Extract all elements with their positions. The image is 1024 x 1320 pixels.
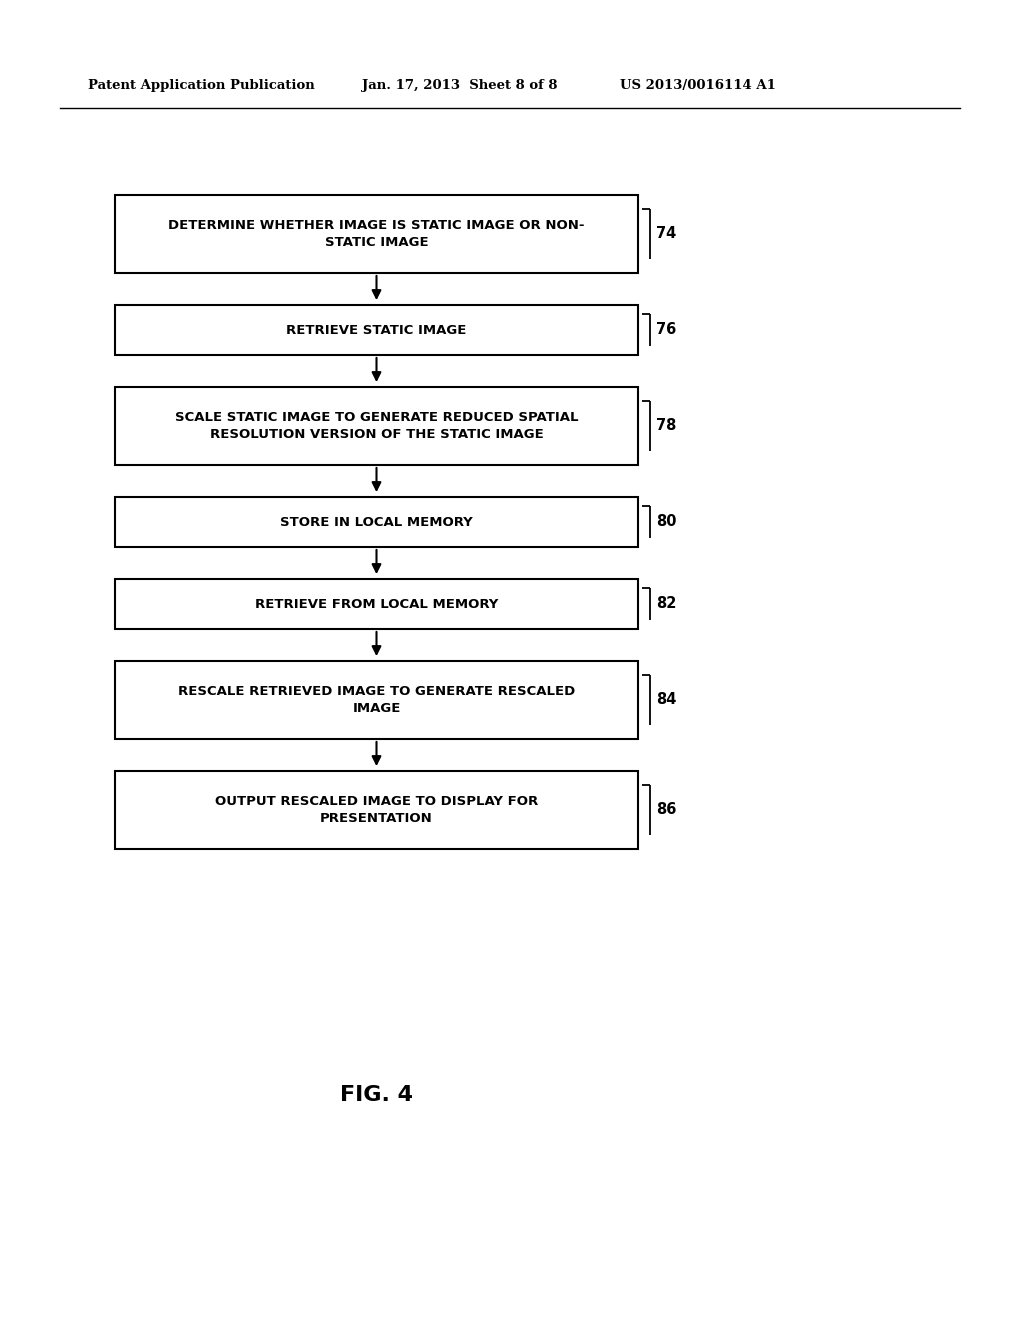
Text: US 2013/0016114 A1: US 2013/0016114 A1 bbox=[620, 78, 776, 91]
Bar bbox=[115, 579, 638, 630]
Text: SCALE STATIC IMAGE TO GENERATE REDUCED SPATIAL
RESOLUTION VERSION OF THE STATIC : SCALE STATIC IMAGE TO GENERATE REDUCED S… bbox=[175, 412, 579, 441]
Text: 84: 84 bbox=[656, 693, 677, 708]
Text: STORE IN LOCAL MEMORY: STORE IN LOCAL MEMORY bbox=[281, 516, 473, 528]
Text: 82: 82 bbox=[656, 597, 677, 611]
Text: 78: 78 bbox=[656, 418, 677, 433]
Text: 86: 86 bbox=[656, 803, 677, 817]
Bar bbox=[115, 195, 638, 273]
Text: FIG. 4: FIG. 4 bbox=[340, 1085, 413, 1105]
Text: RETRIEVE STATIC IMAGE: RETRIEVE STATIC IMAGE bbox=[287, 323, 467, 337]
Text: RESCALE RETRIEVED IMAGE TO GENERATE RESCALED
IMAGE: RESCALE RETRIEVED IMAGE TO GENERATE RESC… bbox=[178, 685, 575, 714]
Text: Jan. 17, 2013  Sheet 8 of 8: Jan. 17, 2013 Sheet 8 of 8 bbox=[362, 78, 557, 91]
Bar bbox=[115, 305, 638, 355]
Bar bbox=[115, 498, 638, 546]
Bar bbox=[115, 661, 638, 739]
Bar bbox=[115, 387, 638, 465]
Text: Patent Application Publication: Patent Application Publication bbox=[88, 78, 314, 91]
Text: RETRIEVE FROM LOCAL MEMORY: RETRIEVE FROM LOCAL MEMORY bbox=[255, 598, 499, 610]
Bar bbox=[115, 771, 638, 849]
Text: 80: 80 bbox=[656, 515, 677, 529]
Text: 74: 74 bbox=[656, 227, 676, 242]
Text: DETERMINE WHETHER IMAGE IS STATIC IMAGE OR NON-
STATIC IMAGE: DETERMINE WHETHER IMAGE IS STATIC IMAGE … bbox=[168, 219, 585, 248]
Text: 76: 76 bbox=[656, 322, 676, 338]
Text: OUTPUT RESCALED IMAGE TO DISPLAY FOR
PRESENTATION: OUTPUT RESCALED IMAGE TO DISPLAY FOR PRE… bbox=[215, 795, 539, 825]
